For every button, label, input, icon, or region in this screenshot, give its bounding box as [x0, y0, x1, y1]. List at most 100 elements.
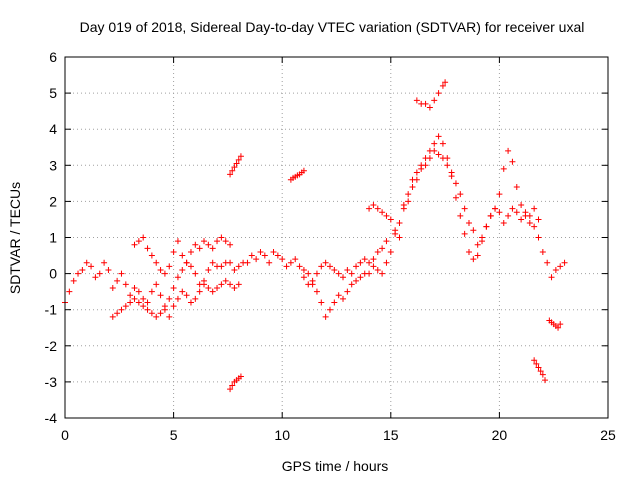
- series-isolated-segments: [227, 153, 564, 393]
- data-point: [326, 263, 333, 270]
- data-point: [557, 321, 564, 328]
- data-point: [279, 256, 286, 263]
- x-tick-label: 15: [383, 427, 399, 443]
- data-point: [313, 270, 320, 277]
- data-point: [439, 140, 446, 147]
- data-point: [131, 285, 138, 292]
- data-point: [205, 241, 212, 248]
- data-point: [166, 295, 173, 302]
- data-point: [413, 169, 420, 176]
- data-point: [70, 277, 77, 284]
- data-point: [379, 209, 386, 216]
- data-point: [122, 303, 129, 310]
- data-point: [366, 259, 373, 266]
- data-point: [187, 299, 194, 306]
- data-point: [170, 248, 177, 255]
- data-point: [227, 241, 234, 248]
- data-point: [513, 209, 520, 216]
- data-point: [209, 259, 216, 266]
- data-point: [170, 303, 177, 310]
- data-point: [66, 288, 73, 295]
- data-point: [555, 324, 562, 331]
- data-point: [413, 176, 420, 183]
- data-point: [157, 292, 164, 299]
- data-point: [496, 209, 503, 216]
- data-point: [465, 248, 472, 255]
- plot-frame: [64, 56, 609, 419]
- data-point: [470, 227, 477, 234]
- data-point: [109, 285, 116, 292]
- data-point: [174, 274, 181, 281]
- data-point: [426, 155, 433, 162]
- data-point: [526, 212, 533, 219]
- data-point: [222, 238, 229, 245]
- data-point: [227, 259, 234, 266]
- data-point: [209, 245, 216, 252]
- data-point: [313, 288, 320, 295]
- data-point: [300, 274, 307, 281]
- data-point: [522, 209, 529, 216]
- data-point: [318, 299, 325, 306]
- axis-ticks: 0 5 10 15 20 25 -4 -3 -2 -1 0 1 2 3 4 5 6: [45, 49, 616, 443]
- data-point: [544, 259, 551, 266]
- data-point: [229, 167, 236, 174]
- data-point: [396, 234, 403, 241]
- data-point: [235, 263, 242, 270]
- data-point: [114, 277, 121, 284]
- series-high-segments: [366, 79, 449, 241]
- data-point: [235, 156, 242, 163]
- data-point: [192, 295, 199, 302]
- y-tick-label: -2: [45, 338, 58, 354]
- data-point: [331, 299, 338, 306]
- data-point: [222, 277, 229, 284]
- series-afternoon-track: [300, 238, 390, 288]
- data-points: [62, 79, 568, 393]
- data-point: [287, 259, 294, 266]
- x-tick-label: 0: [61, 427, 69, 443]
- y-tick-label: -3: [45, 374, 58, 390]
- data-point: [231, 285, 238, 292]
- data-point: [439, 82, 446, 89]
- data-point: [505, 212, 512, 219]
- x-axis-label: GPS time / hours: [282, 458, 389, 474]
- data-point: [561, 259, 568, 266]
- data-point: [174, 295, 181, 302]
- data-point: [500, 220, 507, 227]
- data-point: [131, 295, 138, 302]
- data-point: [444, 162, 451, 169]
- data-point: [109, 313, 116, 320]
- data-point: [179, 288, 186, 295]
- data-point: [470, 256, 477, 263]
- series-lower-track: [109, 277, 242, 320]
- data-point: [366, 270, 373, 277]
- data-point: [552, 266, 559, 273]
- data-point: [474, 252, 481, 259]
- data-point: [344, 288, 351, 295]
- data-point: [548, 274, 555, 281]
- y-tick-label: 3: [49, 157, 57, 173]
- y-tick-label: 0: [49, 266, 57, 282]
- data-point: [157, 310, 164, 317]
- data-point: [513, 183, 520, 190]
- data-point: [144, 245, 151, 252]
- data-point: [148, 288, 155, 295]
- data-point: [370, 263, 377, 270]
- data-point: [261, 252, 268, 259]
- data-point: [166, 263, 173, 270]
- data-point: [335, 292, 342, 299]
- data-point: [205, 285, 212, 292]
- data-point: [187, 263, 194, 270]
- data-point: [431, 97, 438, 104]
- data-point: [205, 266, 212, 273]
- data-point: [118, 270, 125, 277]
- data-point: [487, 212, 494, 219]
- data-point: [448, 169, 455, 176]
- data-point: [196, 245, 203, 252]
- data-point: [505, 147, 512, 154]
- data-point: [366, 205, 373, 212]
- y-tick-label: -1: [45, 302, 58, 318]
- data-point: [387, 248, 394, 255]
- data-point: [214, 285, 221, 292]
- data-point: [179, 266, 186, 273]
